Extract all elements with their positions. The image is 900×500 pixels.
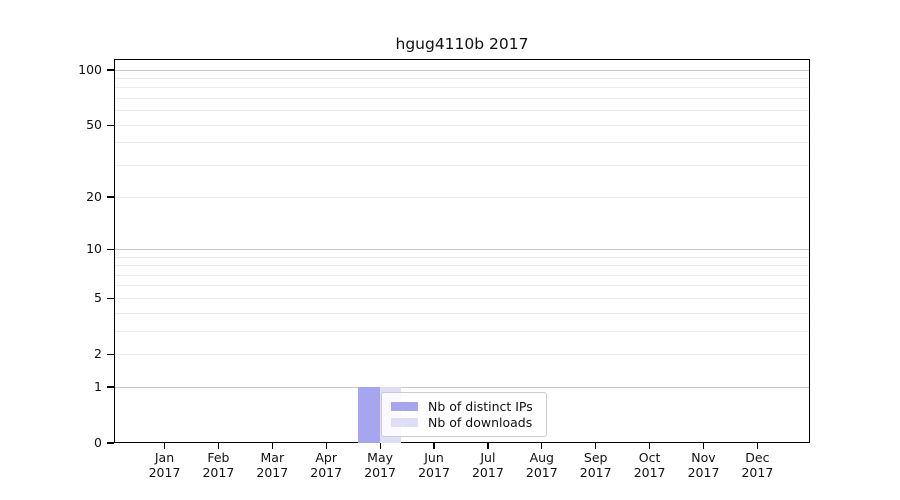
y-tick — [107, 297, 114, 299]
legend-label-distinct-ips: Nb of distinct IPs — [428, 398, 533, 414]
x-tick-label: Feb 2017 — [202, 450, 235, 480]
y-tick-label: 100 — [78, 62, 102, 77]
y-gridline — [115, 110, 809, 112]
x-tick — [702, 443, 705, 449]
y-gridline — [115, 274, 809, 276]
legend-item-distinct-ips: Nb of distinct IPs — [391, 399, 537, 414]
y-gridline — [115, 248, 809, 250]
y-tick — [107, 69, 114, 71]
x-tick-label: Mar 2017 — [256, 450, 289, 480]
x-tick-label: Sep 2017 — [579, 450, 612, 480]
x-tick-label: Jun 2017 — [418, 450, 450, 480]
y-gridline — [115, 353, 809, 355]
y-gridline — [115, 165, 809, 167]
y-gridline — [115, 124, 809, 126]
y-gridline — [115, 87, 809, 89]
x-tick — [379, 443, 381, 449]
y-tick — [107, 196, 114, 198]
y-tick-label: 10 — [86, 241, 102, 257]
plot-area: Nb of distinct IPs Nb of downloads — [114, 59, 810, 443]
legend-label-downloads: Nb of downloads — [428, 415, 533, 431]
x-tick — [163, 443, 166, 449]
legend-swatch-distinct-ips — [391, 401, 418, 411]
y-tick-label: 1 — [94, 378, 102, 394]
x-tick — [433, 443, 435, 449]
x-tick-label: Aug 2017 — [525, 450, 558, 480]
y-tick — [107, 442, 114, 444]
y-tick — [107, 386, 114, 388]
x-tick-label: Oct 2017 — [633, 450, 666, 480]
x-tick — [595, 443, 597, 449]
x-tick — [541, 443, 543, 449]
y-gridline — [115, 265, 809, 267]
y-tick-label: 20 — [86, 188, 102, 204]
legend-item-downloads: Nb of downloads — [391, 415, 537, 430]
y-gridline — [115, 196, 809, 198]
y-tick-label: 50 — [86, 117, 102, 133]
x-tick — [756, 443, 759, 449]
y-tick — [107, 353, 114, 355]
y-gridline — [115, 69, 809, 71]
y-gridline — [115, 285, 809, 287]
bar-distinct-ips — [358, 386, 380, 443]
y-gridline — [115, 78, 809, 80]
x-tick-label: May 2017 — [364, 450, 396, 480]
x-tick — [325, 443, 327, 449]
x-tick — [649, 443, 651, 449]
y-tick — [107, 248, 114, 250]
chart-title: hgug4110b 2017 — [395, 35, 529, 53]
x-tick — [217, 443, 220, 449]
x-tick — [487, 443, 489, 449]
x-tick — [271, 443, 273, 449]
x-tick-label: Apr 2017 — [310, 450, 343, 480]
x-tick-label: Jul 2017 — [471, 450, 504, 480]
y-tick-label: 5 — [94, 290, 102, 306]
y-tick-label: 2 — [94, 346, 102, 362]
y-gridline — [115, 386, 809, 388]
legend: Nb of distinct IPs Nb of downloads — [381, 392, 547, 437]
y-gridline — [115, 98, 809, 100]
x-tick-label: Jan 2017 — [148, 450, 181, 480]
y-gridline — [115, 297, 809, 299]
y-gridline — [115, 312, 809, 314]
y-gridline — [115, 256, 809, 258]
x-tick-label: Dec 2017 — [741, 450, 774, 480]
x-tick-label: Nov 2017 — [687, 450, 720, 480]
y-tick — [107, 124, 114, 126]
y-gridline — [115, 330, 809, 332]
y-gridline — [115, 142, 809, 144]
y-tick-label: 0 — [94, 435, 102, 450]
legend-swatch-downloads — [391, 418, 418, 428]
